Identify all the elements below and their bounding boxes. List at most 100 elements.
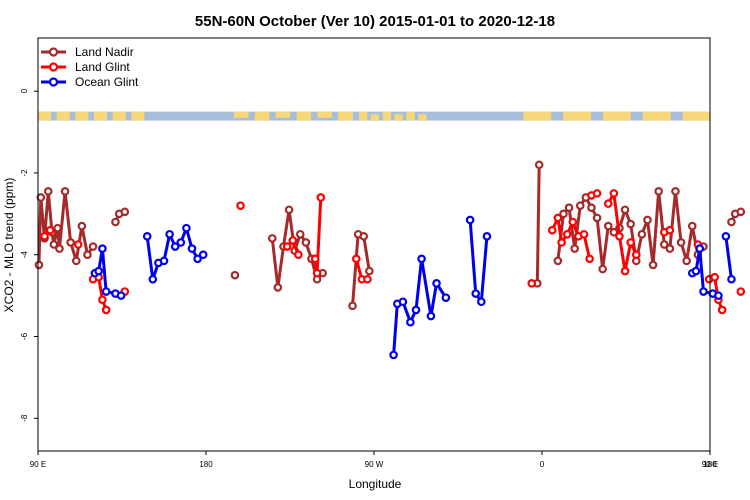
data-point [417,254,426,264]
land-patch [642,111,671,121]
data-point [176,238,186,247]
data-point [45,225,55,235]
data-point [55,244,64,253]
data-point [620,205,630,215]
data-point [465,215,475,225]
data-point [60,187,70,196]
data-point [527,279,537,288]
data-point [53,223,62,233]
land-patch [382,111,391,121]
series-land-glint [40,189,746,315]
land-patch [394,114,403,121]
legend-marker [48,47,59,57]
data-point [426,311,436,321]
data-point [312,268,322,278]
data-point [637,229,647,239]
y-axis-title: XCO2 - MLO trend (ppm) [2,178,16,313]
data-point [654,187,663,196]
data-point [736,287,746,296]
data-point [676,238,686,247]
series-line [392,257,448,356]
land-ocean-strip [38,111,710,121]
data-point [111,217,120,227]
data-point [631,250,641,260]
land-patch [296,111,312,121]
data-point [389,350,398,360]
series-line [535,164,541,284]
data-point [187,244,197,253]
data-point [142,232,152,241]
legend-label: Land Glint [75,60,130,74]
plot-series [34,160,746,360]
data-point [687,221,697,231]
data-point [603,199,613,208]
y-axis: 0 -2 -4 -6 -8 [20,88,38,422]
data-point [43,187,53,196]
data-point [34,260,44,270]
data-point [71,256,81,266]
legend-item: Ocean Glint [41,75,139,89]
data-point [351,254,361,264]
data-point [710,272,719,282]
land-patch [254,111,270,121]
legend-marker [48,62,59,72]
land-patch [56,111,70,121]
data-point [568,217,578,227]
data-point [579,229,589,239]
data-point [717,305,727,315]
data-point [170,242,180,251]
legend-label: Ocean Glint [75,75,139,89]
data-point [432,279,441,288]
data-point [98,244,107,253]
data-point [301,238,311,247]
data-point [359,232,369,241]
land-patch [338,111,353,121]
data-point [626,238,635,247]
data-point [236,201,245,210]
land-patch [523,111,552,121]
data-point [559,209,568,219]
land-patch [131,111,145,121]
data-point [736,207,746,217]
land-patch [275,111,291,118]
x-tick-label: 90 W [365,460,384,469]
data-point [441,293,451,302]
data-point [406,317,415,327]
x-axis-title: Longitude [349,477,402,491]
legend-item: Land Glint [41,60,130,74]
data-point [310,254,320,264]
data-point [316,193,326,202]
x-tick-label: 90 E [702,460,718,469]
data-point [159,256,169,266]
legend-label: Land Nadir [75,45,134,59]
data-point [671,187,680,196]
chart-title: 55N-60N October (Ver 10) 2015-01-01 to 2… [195,13,555,30]
data-point [665,225,675,235]
data-point [282,242,292,251]
data-point [267,234,277,243]
series-line [37,189,95,265]
data-point [101,287,111,296]
data-point [564,203,574,212]
data-point [665,244,675,253]
land-patch [112,111,126,121]
data-point [398,297,408,307]
data-point [98,295,107,305]
data-point [116,291,126,300]
data-point [471,289,481,298]
data-point [562,229,572,239]
data-point [88,242,98,251]
data-point [553,256,563,266]
data-point [363,274,372,284]
y-tick-label: -4 [20,251,29,259]
data-point [534,160,544,170]
data-point [643,215,652,225]
land-patch [38,111,52,121]
data-point [365,266,374,276]
data-point [592,189,602,198]
data-point [230,270,240,280]
data-point [193,254,202,264]
land-patch [94,111,108,121]
